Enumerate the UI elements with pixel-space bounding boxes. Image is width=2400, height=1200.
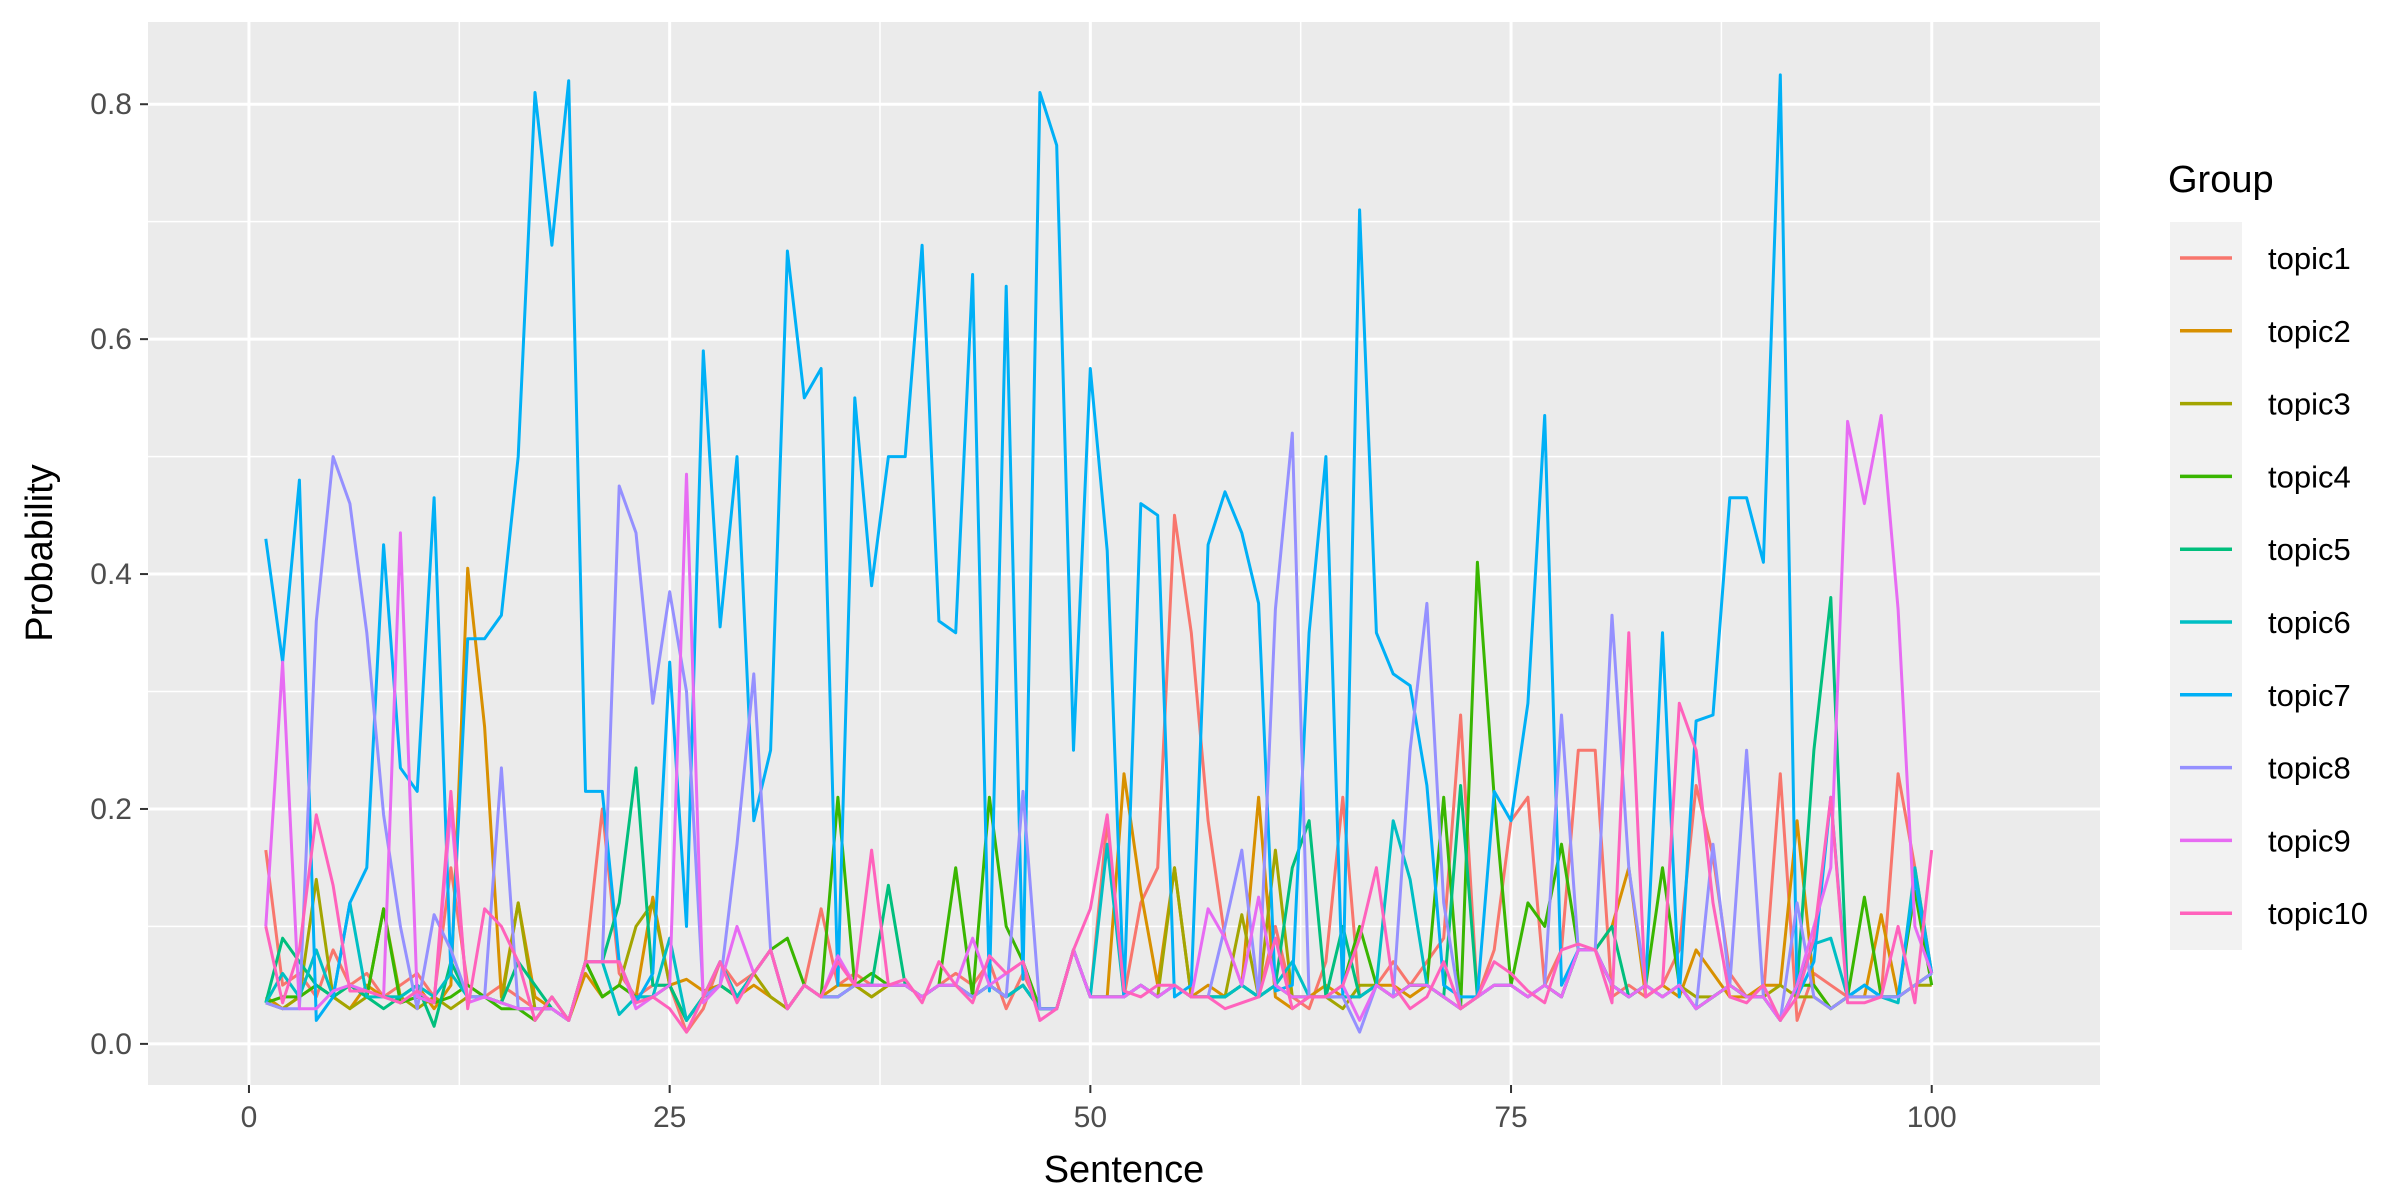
series-line-topic7 (264, 73, 1934, 1022)
y-axis-title: Probability (19, 464, 61, 641)
x-tick-label: 25 (653, 1101, 686, 1134)
legend-items: topic1 topic2 topic3 topic4 topic5 topic6 topi… (2180, 241, 2368, 931)
x-tick-label: 100 (1907, 1101, 1957, 1134)
legend: Group topic1topic2topic3topic4topic5topi… (2168, 159, 2368, 950)
legend-label-topic7: topic7 (2268, 678, 2351, 713)
y-tick-label: 0.6 (90, 323, 132, 356)
y-axis-ticks: 0.0 0.2 0.4 0.6 0.8 (90, 88, 148, 1061)
series-lines (264, 73, 1934, 1034)
series-line-topic10 (264, 631, 1934, 1034)
y-tick-label: 0.2 (90, 793, 132, 826)
legend-title: Group (2168, 159, 2274, 201)
legend-label-topic5: topic5 (2268, 532, 2351, 567)
legend-label-topic8: topic8 (2268, 751, 2351, 786)
legend-label-topic10: topic10 (2268, 896, 2368, 931)
x-tick-label: 0 (241, 1101, 258, 1134)
legend-label-topic3: topic3 (2268, 387, 2351, 422)
legend-label-topic9: topic9 (2268, 823, 2351, 858)
y-tick-label: 0.0 (90, 1028, 132, 1061)
legend-label-topic6: topic6 (2268, 605, 2351, 640)
x-tick-label: 75 (1494, 1101, 1527, 1134)
legend-label-topic4: topic4 (2268, 459, 2351, 494)
legend-label-topic1: topic1 (2268, 241, 2351, 276)
legend-label-topic2: topic2 (2268, 314, 2351, 349)
y-tick-label: 0.4 (90, 558, 132, 591)
x-axis-ticks: 0 25 50 75 100 (241, 1085, 1957, 1134)
x-axis-title: Sentence (1044, 1149, 1205, 1191)
grid-major (148, 22, 2100, 1085)
legend-key-background (2170, 222, 2242, 950)
x-tick-label: 50 (1074, 1101, 1107, 1134)
y-tick-label: 0.8 (90, 88, 132, 121)
